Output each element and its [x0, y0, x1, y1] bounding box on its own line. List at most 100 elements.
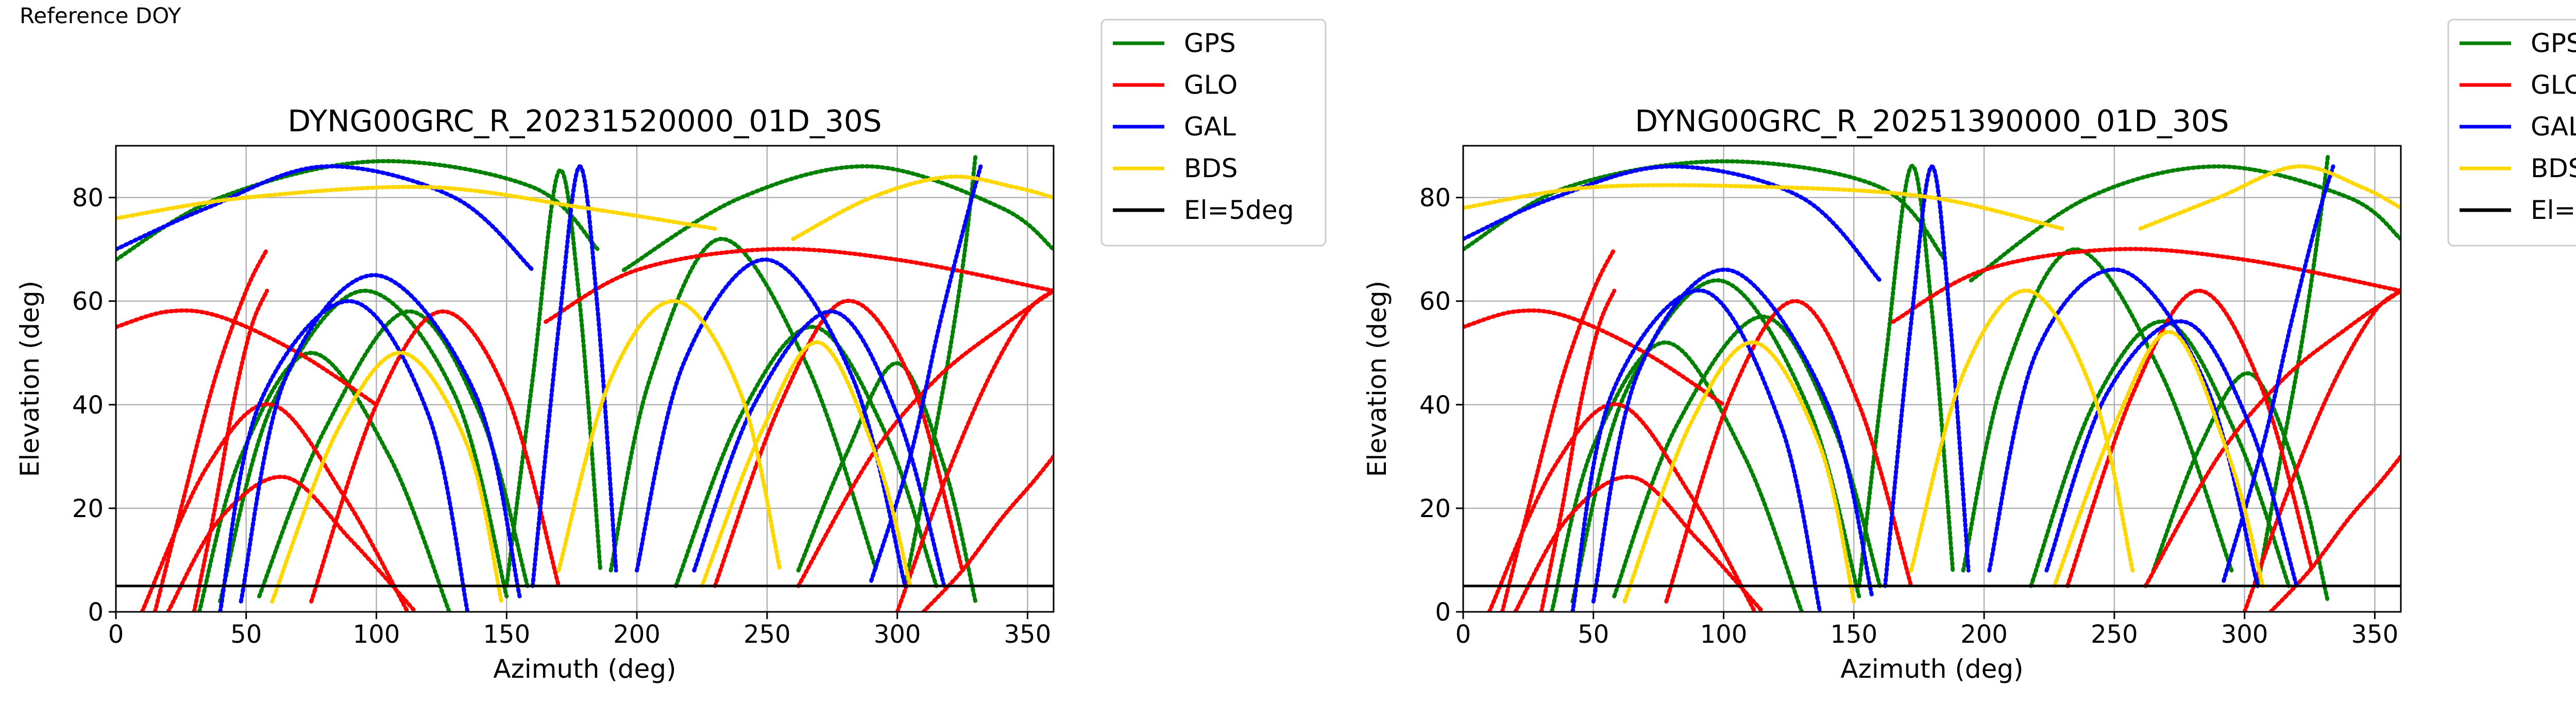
satellite-track-glo: [713, 299, 965, 588]
series-gal: [116, 164, 983, 612]
satellite-track-glo: [1891, 247, 2401, 324]
satellite-track-glo: [152, 247, 269, 612]
chart-panel-left: 0 50 100 150 200 250 300 350 0 20 40 60 80 DYNG00GRC_…: [15, 19, 1327, 684]
x-tick-label: 250: [743, 620, 791, 649]
legend-label: GLO: [2531, 70, 2576, 100]
legend-label: GAL: [2531, 112, 2576, 142]
satellite-track-gps: [1857, 164, 1955, 588]
satellite-track-gps: [1549, 340, 1804, 612]
satellite-track-bds: [2052, 330, 2265, 588]
legend-label: El=5deg: [1184, 195, 1294, 225]
y-tick-label: 80: [72, 184, 104, 213]
satellite-track-gal: [530, 164, 618, 588]
satellite-track-gal: [2044, 319, 2299, 588]
series-bds: [116, 174, 1054, 604]
satellite-track-gps: [197, 351, 452, 612]
satellite-track-gps: [257, 309, 530, 598]
x-tick-label: 150: [1831, 620, 1878, 649]
chart-title: DYNG00GRC_R_20231520000_01D_30S: [287, 104, 882, 139]
satellite-track-bds: [791, 174, 1054, 241]
figure-corner-label: Reference DOY: [20, 3, 181, 28]
y-tick-label: 40: [72, 391, 104, 420]
legend-label: GAL: [1184, 112, 1236, 142]
y-tick-label: 80: [1419, 184, 1451, 213]
x-tick-label: 100: [353, 620, 400, 649]
x-tick-label: 100: [1700, 620, 1748, 649]
satellite-track-glo: [1513, 474, 1765, 612]
satellite-track-glo: [2065, 288, 2315, 588]
series-gps: [116, 154, 1054, 612]
x-axis-label: Azimuth (deg): [493, 654, 676, 684]
x-tick-label: 50: [1578, 620, 1609, 649]
satellite-track-gal: [869, 164, 983, 583]
satellite-track-gal: [239, 273, 522, 604]
x-tick-label: 350: [2351, 620, 2399, 649]
x-tick-label: 200: [1960, 620, 2008, 649]
data-layer: [116, 154, 1054, 612]
x-tick-label: 50: [230, 620, 262, 649]
y-tick-label: 0: [1435, 598, 1451, 627]
satellite-track-glo: [2242, 288, 2401, 612]
satellite-track-gal: [1883, 164, 1971, 588]
legend-box: [2447, 19, 2576, 247]
x-tick-label: 300: [2221, 620, 2268, 649]
satellite-track-glo: [166, 474, 418, 612]
satellite-track-bds: [116, 184, 717, 231]
satellite-track-bds: [1909, 288, 2135, 573]
satellite-track-gps: [673, 324, 939, 588]
y-tick-label: 0: [88, 598, 104, 627]
satellite-track-gal: [2222, 164, 2335, 583]
series-bds: [1463, 164, 2401, 604]
y-tick-label: 20: [1419, 494, 1451, 523]
satellite-track-gps: [608, 236, 879, 573]
satellite-track-gps: [116, 159, 600, 262]
legend-label: El=5deg: [2531, 195, 2576, 225]
satellite-track-bds: [1463, 183, 2064, 231]
legend-label: BDS: [1184, 153, 1238, 183]
satellite-track-gps: [903, 154, 978, 588]
satellite-track-gal: [116, 164, 535, 272]
x-tick-label: 150: [483, 620, 531, 649]
legend: GPS GLO GAL BDS El=5deg: [1100, 19, 1327, 247]
legend: GPS GLO GAL BDS El=5deg: [2447, 19, 2576, 247]
chart-title: DYNG00GRC_R_20251390000_01D_30S: [1635, 104, 2229, 139]
satellite-track-glo: [1664, 299, 1913, 604]
satellite-track-gal: [1591, 267, 1874, 604]
satellite-track-gal: [692, 309, 946, 588]
satellite-track-gps: [2255, 154, 2330, 588]
satellite-track-gps: [218, 288, 509, 604]
x-tick-label: 0: [1455, 620, 1471, 649]
legend-label: BDS: [2531, 153, 2576, 183]
x-tick-label: 250: [2091, 620, 2138, 649]
y-tick-label: 60: [72, 287, 104, 316]
x-axis-label: Azimuth (deg): [1840, 654, 2023, 684]
satellite-track-gps: [1463, 159, 1947, 262]
satellite-track-glo: [1500, 247, 1617, 612]
legend-label: GLO: [1184, 70, 1238, 100]
satellite-track-glo: [192, 288, 269, 612]
x-tick-label: 200: [613, 620, 660, 649]
series-glo: [116, 247, 1054, 612]
satellite-track-bds: [2138, 164, 2401, 231]
satellite-track-gps: [1961, 247, 2234, 573]
satellite-track-glo: [1539, 288, 1617, 612]
satellite-track-bds: [1622, 340, 1856, 604]
legend-label: GPS: [2531, 28, 2576, 58]
satellite-track-gps: [796, 361, 978, 604]
y-tick-label: 40: [1419, 391, 1451, 420]
satellite-track-gal: [1570, 288, 1822, 612]
legend-label: GPS: [1184, 28, 1236, 58]
satellite-track-gal: [1463, 164, 1882, 283]
y-axis-label: Elevation (deg): [15, 281, 45, 477]
satellite-track-glo: [116, 308, 379, 407]
data-layer: [1463, 154, 2401, 612]
satellite-track-glo: [544, 247, 1054, 324]
satellite-track-glo: [1463, 308, 1726, 407]
axes-frame: [115, 145, 1055, 613]
legend-box: [1100, 19, 1327, 247]
satellite-track-gps: [2151, 371, 2330, 604]
satellite-track-gal: [218, 299, 470, 612]
x-tick-label: 350: [1004, 620, 1052, 649]
x-tick-label: 0: [108, 620, 124, 649]
